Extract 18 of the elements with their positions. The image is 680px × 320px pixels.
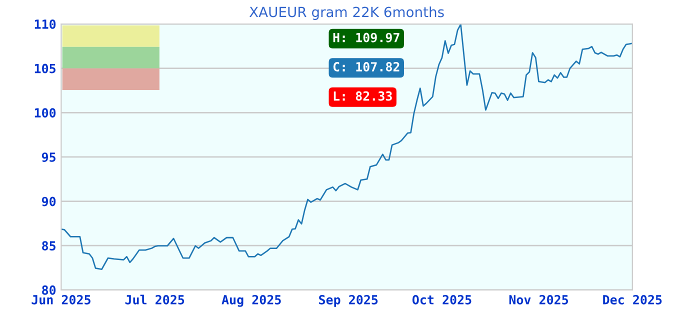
y-tick-label: 95 xyxy=(42,152,56,162)
x-tick-label: Sep 2025 xyxy=(319,295,378,307)
y-tick-label: 90 xyxy=(42,196,56,206)
x-tick-label: Jun 2025 xyxy=(32,295,90,304)
annotation: H: 109.97 xyxy=(333,32,400,42)
annotation: L: 82.33 xyxy=(334,91,392,101)
x-tick-label: Jul 2025 xyxy=(125,294,184,304)
x-tick-label: Nov 2025 xyxy=(509,295,568,304)
y-tick-label: 80 xyxy=(42,285,56,295)
y-tick-label: 110 xyxy=(34,19,56,29)
x-tick-label: Oct 2025 xyxy=(412,295,472,304)
x-tick-label: Dec 2025 xyxy=(603,295,662,304)
chart-title: XAUEUR gram 22K 6months xyxy=(249,6,444,20)
y-tick-label: 105 xyxy=(34,64,56,74)
y-tick-label: 85 xyxy=(42,241,56,251)
x-tick-label: Aug 2025 xyxy=(222,295,281,307)
annotation: C: 107.82 xyxy=(333,62,400,72)
y-tick-label: 100 xyxy=(34,108,56,118)
